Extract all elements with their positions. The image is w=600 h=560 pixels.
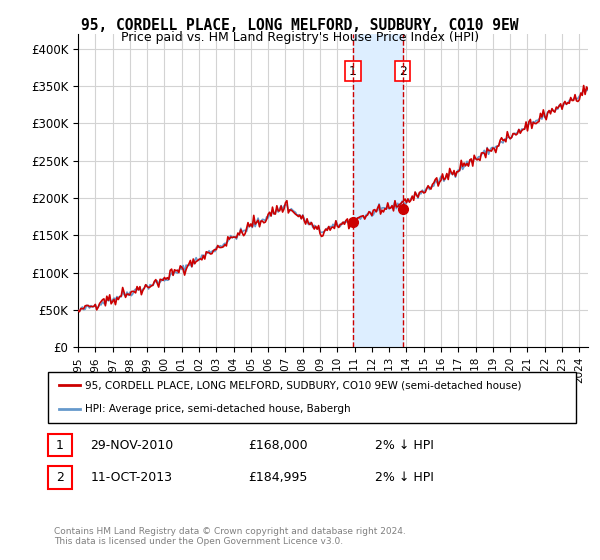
Text: Contains HM Land Registry data © Crown copyright and database right 2024.
This d: Contains HM Land Registry data © Crown c… bbox=[54, 526, 406, 546]
Text: 95, CORDELL PLACE, LONG MELFORD, SUDBURY, CO10 9EW: 95, CORDELL PLACE, LONG MELFORD, SUDBURY… bbox=[81, 18, 519, 34]
Text: 1: 1 bbox=[56, 438, 64, 452]
FancyBboxPatch shape bbox=[48, 372, 576, 423]
FancyBboxPatch shape bbox=[48, 434, 72, 456]
Text: £184,995: £184,995 bbox=[248, 471, 308, 484]
Text: Price paid vs. HM Land Registry's House Price Index (HPI): Price paid vs. HM Land Registry's House … bbox=[121, 31, 479, 44]
Text: 2% ↓ HPI: 2% ↓ HPI bbox=[376, 471, 434, 484]
Text: 11-OCT-2013: 11-OCT-2013 bbox=[90, 471, 172, 484]
Text: 2: 2 bbox=[399, 65, 407, 78]
Text: 2% ↓ HPI: 2% ↓ HPI bbox=[376, 438, 434, 452]
Text: 1: 1 bbox=[349, 65, 357, 78]
FancyBboxPatch shape bbox=[48, 466, 72, 489]
Text: HPI: Average price, semi-detached house, Babergh: HPI: Average price, semi-detached house,… bbox=[85, 404, 350, 414]
Text: 29-NOV-2010: 29-NOV-2010 bbox=[90, 438, 173, 452]
Bar bbox=[353, 34, 403, 347]
Text: £168,000: £168,000 bbox=[248, 438, 308, 452]
Text: 2: 2 bbox=[56, 471, 64, 484]
Text: 95, CORDELL PLACE, LONG MELFORD, SUDBURY, CO10 9EW (semi-detached house): 95, CORDELL PLACE, LONG MELFORD, SUDBURY… bbox=[85, 380, 521, 390]
